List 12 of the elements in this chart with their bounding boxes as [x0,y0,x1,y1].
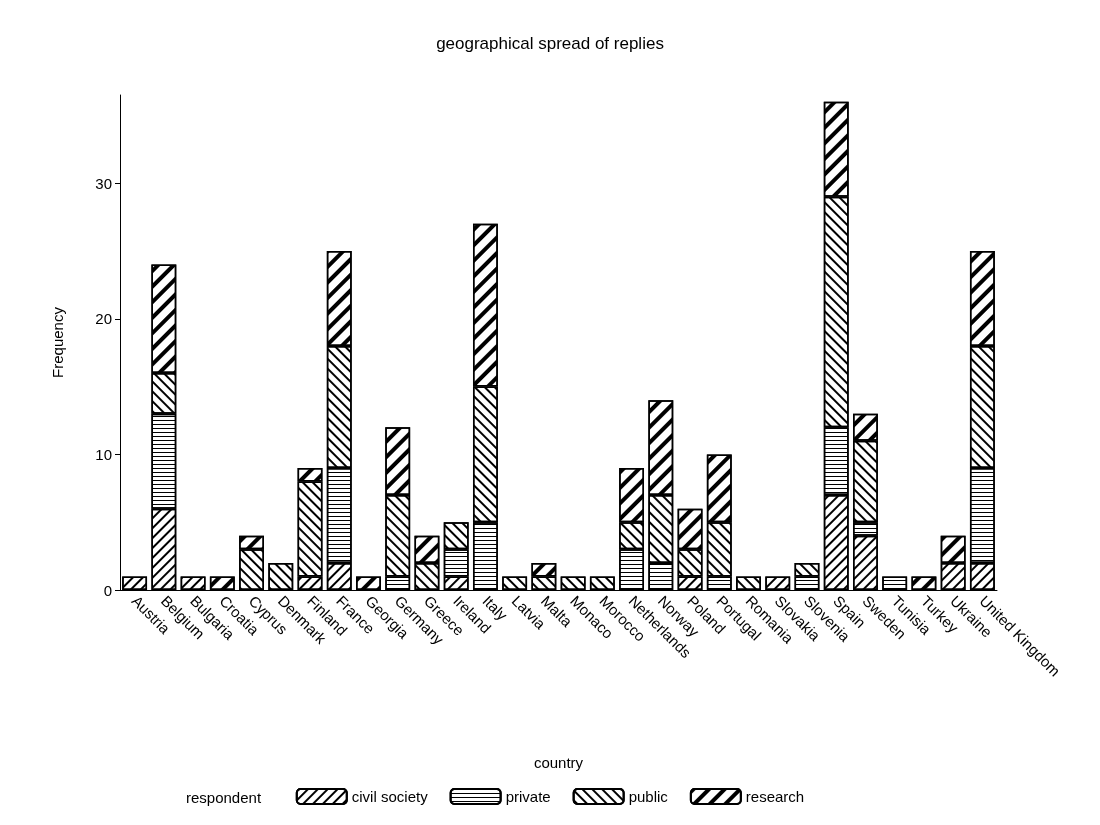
y-tick-label: 30 [95,174,112,192]
x-axis-title: country [533,754,584,771]
legend-label: private [505,788,551,805]
legend-label: research [745,788,805,805]
y-axis-title: Frequency [49,306,66,378]
legend-title: respondent [186,789,262,806]
y-tick-label: 0 [103,581,112,599]
chart-title: geographical spread of replies [436,34,664,53]
legend-label: civil society [351,788,429,805]
y-tick-label: 20 [95,310,112,328]
y-tick-label: 10 [95,445,112,463]
legend-label: public [628,788,669,805]
